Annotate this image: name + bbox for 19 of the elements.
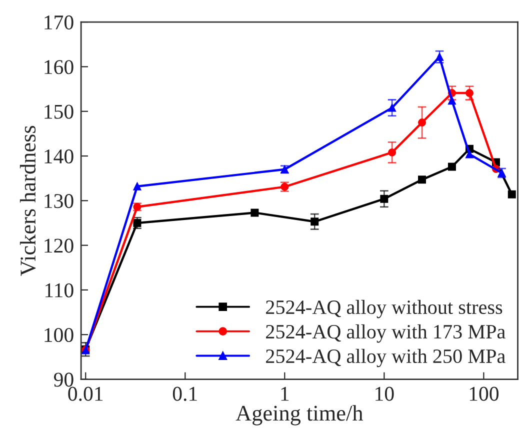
y-tick-label: 100 xyxy=(44,328,74,342)
x-tick-label: 10 xyxy=(376,386,394,401)
x-tick-label: 100 xyxy=(470,386,499,401)
y-tick-label: 170 xyxy=(44,15,74,30)
legend-label: 2524-AQ alloy with 250 MPa xyxy=(266,348,506,368)
legend-label: 2524-AQ alloy without stress xyxy=(266,300,502,318)
y-tick-label: 130 xyxy=(44,194,74,208)
x-axis-title: Ageing time/h xyxy=(236,405,364,426)
y-tick-label: 150 xyxy=(44,104,74,119)
x-tick-label: 0.1 xyxy=(172,386,197,401)
y-tick-label: 110 xyxy=(45,283,74,298)
x-tick-label: 0.01 xyxy=(68,386,103,401)
y-tick-label: 90 xyxy=(54,372,74,387)
y-tick-label: 140 xyxy=(44,149,74,164)
y-tick-label: 120 xyxy=(44,238,74,253)
legend-label: 2524-AQ alloy with 173 MPa xyxy=(266,324,506,343)
y-tick-label: 160 xyxy=(44,60,74,74)
x-tick-label: 1 xyxy=(281,386,289,401)
y-axis-title: Vickers hardness xyxy=(20,126,36,276)
